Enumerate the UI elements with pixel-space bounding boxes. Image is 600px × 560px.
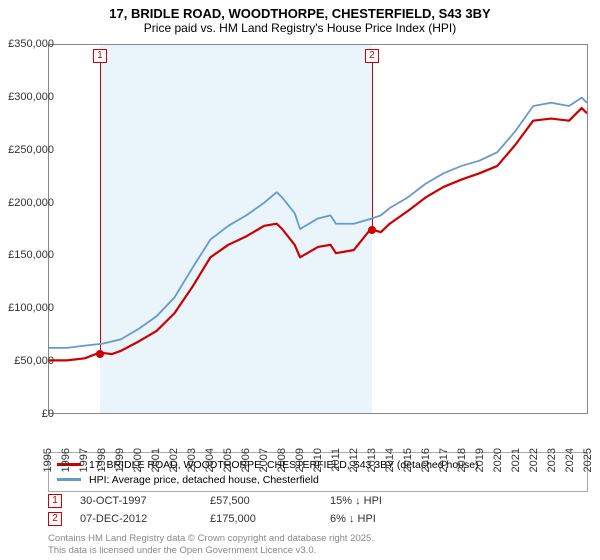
chart-lines xyxy=(49,45,587,413)
y-axis-label: £250,000 xyxy=(8,144,54,156)
x-axis-label: 1998 xyxy=(96,448,108,472)
transaction-price: £175,000 xyxy=(210,513,330,525)
x-axis-label: 2020 xyxy=(492,448,504,472)
x-axis-label: 2007 xyxy=(258,448,270,472)
x-axis-label: 2024 xyxy=(564,448,576,472)
x-axis-label: 2025 xyxy=(582,448,594,472)
series-line xyxy=(49,108,587,360)
x-axis-label: 2018 xyxy=(456,448,468,472)
transaction-row: 1 30-OCT-1997 £57,500 15% ↓ HPI xyxy=(48,492,588,510)
chart-title: 17, BRIDLE ROAD, WOODTHORPE, CHESTERFIEL… xyxy=(0,0,600,37)
x-axis-label: 2001 xyxy=(150,448,162,472)
series-line xyxy=(49,98,587,348)
transaction-date: 07-DEC-2012 xyxy=(80,513,210,525)
legend-swatch xyxy=(57,478,81,481)
transaction-dot-icon xyxy=(368,226,376,234)
transaction-table: 1 30-OCT-1997 £57,500 15% ↓ HPI 2 07-DEC… xyxy=(48,492,588,528)
transaction-date: 30-OCT-1997 xyxy=(80,495,210,507)
x-axis-label: 1997 xyxy=(78,448,90,472)
x-axis-label: 2004 xyxy=(204,448,216,472)
y-axis-label: £200,000 xyxy=(8,197,54,209)
transaction-marker-icon: 1 xyxy=(48,494,62,508)
x-axis-label: 2000 xyxy=(132,448,144,472)
transaction-marker-icon: 2 xyxy=(48,512,62,526)
footer-attribution: Contains HM Land Registry data © Crown c… xyxy=(48,533,374,556)
x-axis-label: 2006 xyxy=(240,448,252,472)
x-axis-label: 2016 xyxy=(420,448,432,472)
x-axis-label: 2010 xyxy=(312,448,324,472)
x-axis-label: 1996 xyxy=(60,448,72,472)
transaction-hpi-diff: 15% ↓ HPI xyxy=(330,495,450,507)
x-axis-label: 2023 xyxy=(546,448,558,472)
x-axis-label: 2022 xyxy=(528,448,540,472)
title-subtitle: Price paid vs. HM Land Registry's House … xyxy=(0,21,600,35)
y-axis-label: £300,000 xyxy=(8,91,54,103)
x-axis-label: 2017 xyxy=(438,448,450,472)
transaction-marker-label: 1 xyxy=(93,49,107,63)
legend-label: HPI: Average price, detached house, Ches… xyxy=(89,474,319,486)
transaction-price: £57,500 xyxy=(210,495,330,507)
x-axis-label: 2005 xyxy=(222,448,234,472)
x-axis-label: 2012 xyxy=(348,448,360,472)
x-axis-label: 2021 xyxy=(510,448,522,472)
y-axis-label: £100,000 xyxy=(8,302,54,314)
x-axis-label: 2014 xyxy=(384,448,396,472)
x-axis-label: 2003 xyxy=(186,448,198,472)
footer-line: Contains HM Land Registry data © Crown c… xyxy=(48,533,374,544)
x-axis-label: 2002 xyxy=(168,448,180,472)
title-address: 17, BRIDLE ROAD, WOODTHORPE, CHESTERFIEL… xyxy=(0,6,600,21)
x-axis-label: 1995 xyxy=(42,448,54,472)
x-axis-label: 2008 xyxy=(276,448,288,472)
x-axis-label: 2009 xyxy=(294,448,306,472)
transaction-marker-label: 2 xyxy=(365,49,379,63)
x-axis-label: 2019 xyxy=(474,448,486,472)
x-axis-label: 2015 xyxy=(402,448,414,472)
transaction-dot-icon xyxy=(96,350,104,358)
chart-plot-area: 12 xyxy=(48,44,588,414)
footer-line: This data is licensed under the Open Gov… xyxy=(48,545,374,556)
legend-item: HPI: Average price, detached house, Ches… xyxy=(57,472,579,487)
x-axis-label: 2013 xyxy=(366,448,378,472)
transaction-row: 2 07-DEC-2012 £175,000 6% ↓ HPI xyxy=(48,510,588,528)
x-axis-label: 1999 xyxy=(114,448,126,472)
y-axis-label: £150,000 xyxy=(8,249,54,261)
transaction-hpi-diff: 6% ↓ HPI xyxy=(330,513,450,525)
y-axis-label: £350,000 xyxy=(8,38,54,50)
x-axis-label: 2011 xyxy=(330,448,342,472)
